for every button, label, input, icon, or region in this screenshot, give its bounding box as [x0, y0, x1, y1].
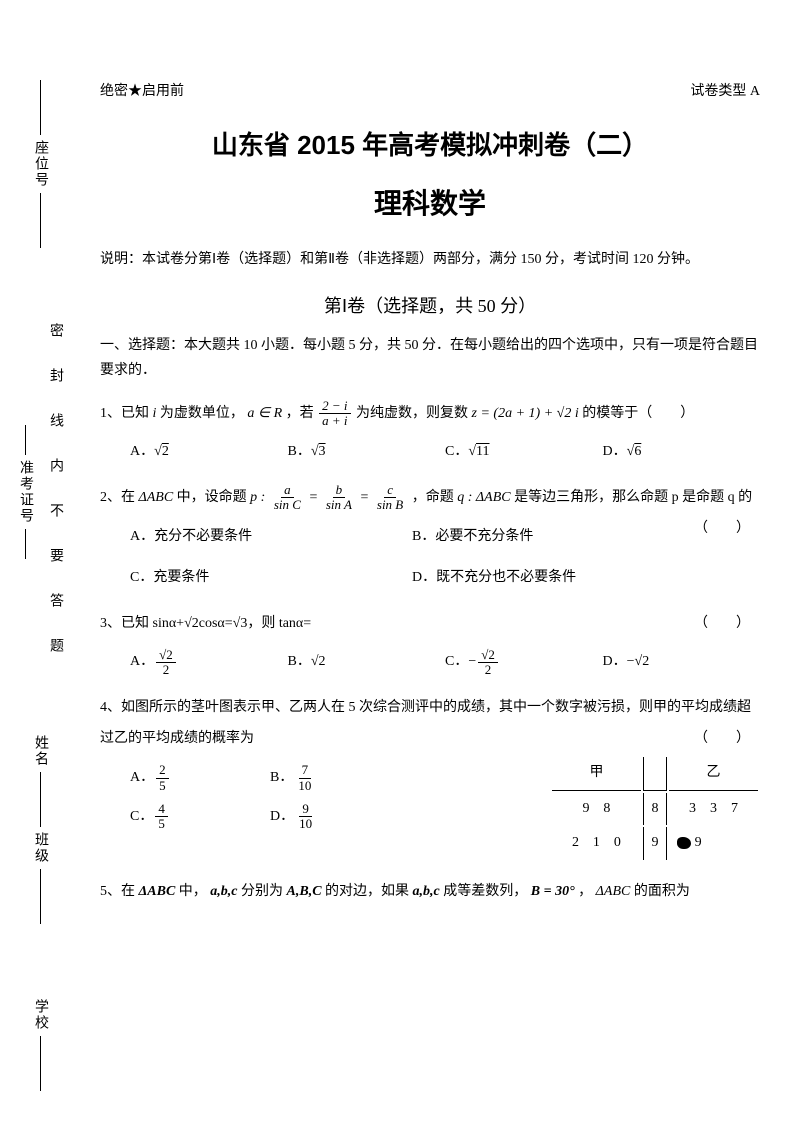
- seal-line-text: 密 封 线 内 不 要 答 题: [45, 323, 65, 660]
- section1-desc: 一、选择题：本大题共 10 小题．每小题 5 分，共 50 分．在每小题给出的四…: [100, 333, 760, 383]
- q4-options-row2: C．45 D．910: [100, 802, 550, 833]
- section1-title: 第Ⅰ卷（选择题，共 50 分）: [100, 292, 760, 318]
- question-5: 5、在 ΔABC 中， a,b,c 分别为 A,B,C 的对边，如果 a,b,c…: [100, 877, 760, 908]
- q4-options-row1: A．25 B．710: [100, 763, 550, 794]
- page-content: 绝密★启用前 试卷类型 A 山东省 2015 年高考模拟冲刺卷（二） 理科数学 …: [100, 80, 760, 923]
- question-2: 2、在 ΔABC 中，设命题 p : asin C = bsin A = csi…: [100, 483, 760, 593]
- label-examid: 准考证号: [15, 460, 35, 524]
- label-name: 姓名: [30, 735, 50, 767]
- label-seat: 座位号: [30, 140, 50, 188]
- label-class: 班级: [30, 832, 50, 864]
- question-1: 1、已知 i 为虚数单位， a ∈ R ，若 2 − ia + i 为纯虚数，则…: [100, 399, 760, 469]
- main-title: 山东省 2015 年高考模拟冲刺卷（二）: [100, 125, 760, 162]
- question-4: 4、如图所示的茎叶图表示甲、乙两人在 5 次综合测评中的成绩，其中一个数字被污损…: [100, 693, 760, 862]
- question-3: 3、已知 sinα+√2cosα=√3，则 tanα= （ ） A．√22 B．…: [100, 609, 760, 679]
- q2-options: A．充分不必要条件 B．必要不充分条件 C．充要条件 D．既不充分也不必要条件: [100, 522, 694, 594]
- label-school: 学校: [30, 999, 50, 1031]
- subject-title: 理科数学: [100, 182, 760, 222]
- stem-leaf-plot: 甲乙 9 883 3 7 2 1 09 9: [550, 755, 760, 862]
- q1-options: A．√2 B．√3 C．√11 D．√6: [100, 437, 760, 468]
- binding-sidebar: 座位号 准考证号 密 封 线 内 不 要 答 题 姓名 班级 学校: [0, 0, 80, 1131]
- header-row: 绝密★启用前 试卷类型 A: [100, 80, 760, 100]
- q3-options: A．√22 B．√2 C．−√22 D．−√2: [100, 647, 760, 678]
- header-left: 绝密★启用前: [100, 80, 184, 100]
- instruction: 说明：本试卷分第Ⅰ卷（选择题）和第Ⅱ卷（非选择题）两部分，满分 150 分，考试…: [100, 247, 760, 272]
- ink-blot-icon: [677, 837, 691, 849]
- header-right: 试卷类型 A: [690, 80, 760, 100]
